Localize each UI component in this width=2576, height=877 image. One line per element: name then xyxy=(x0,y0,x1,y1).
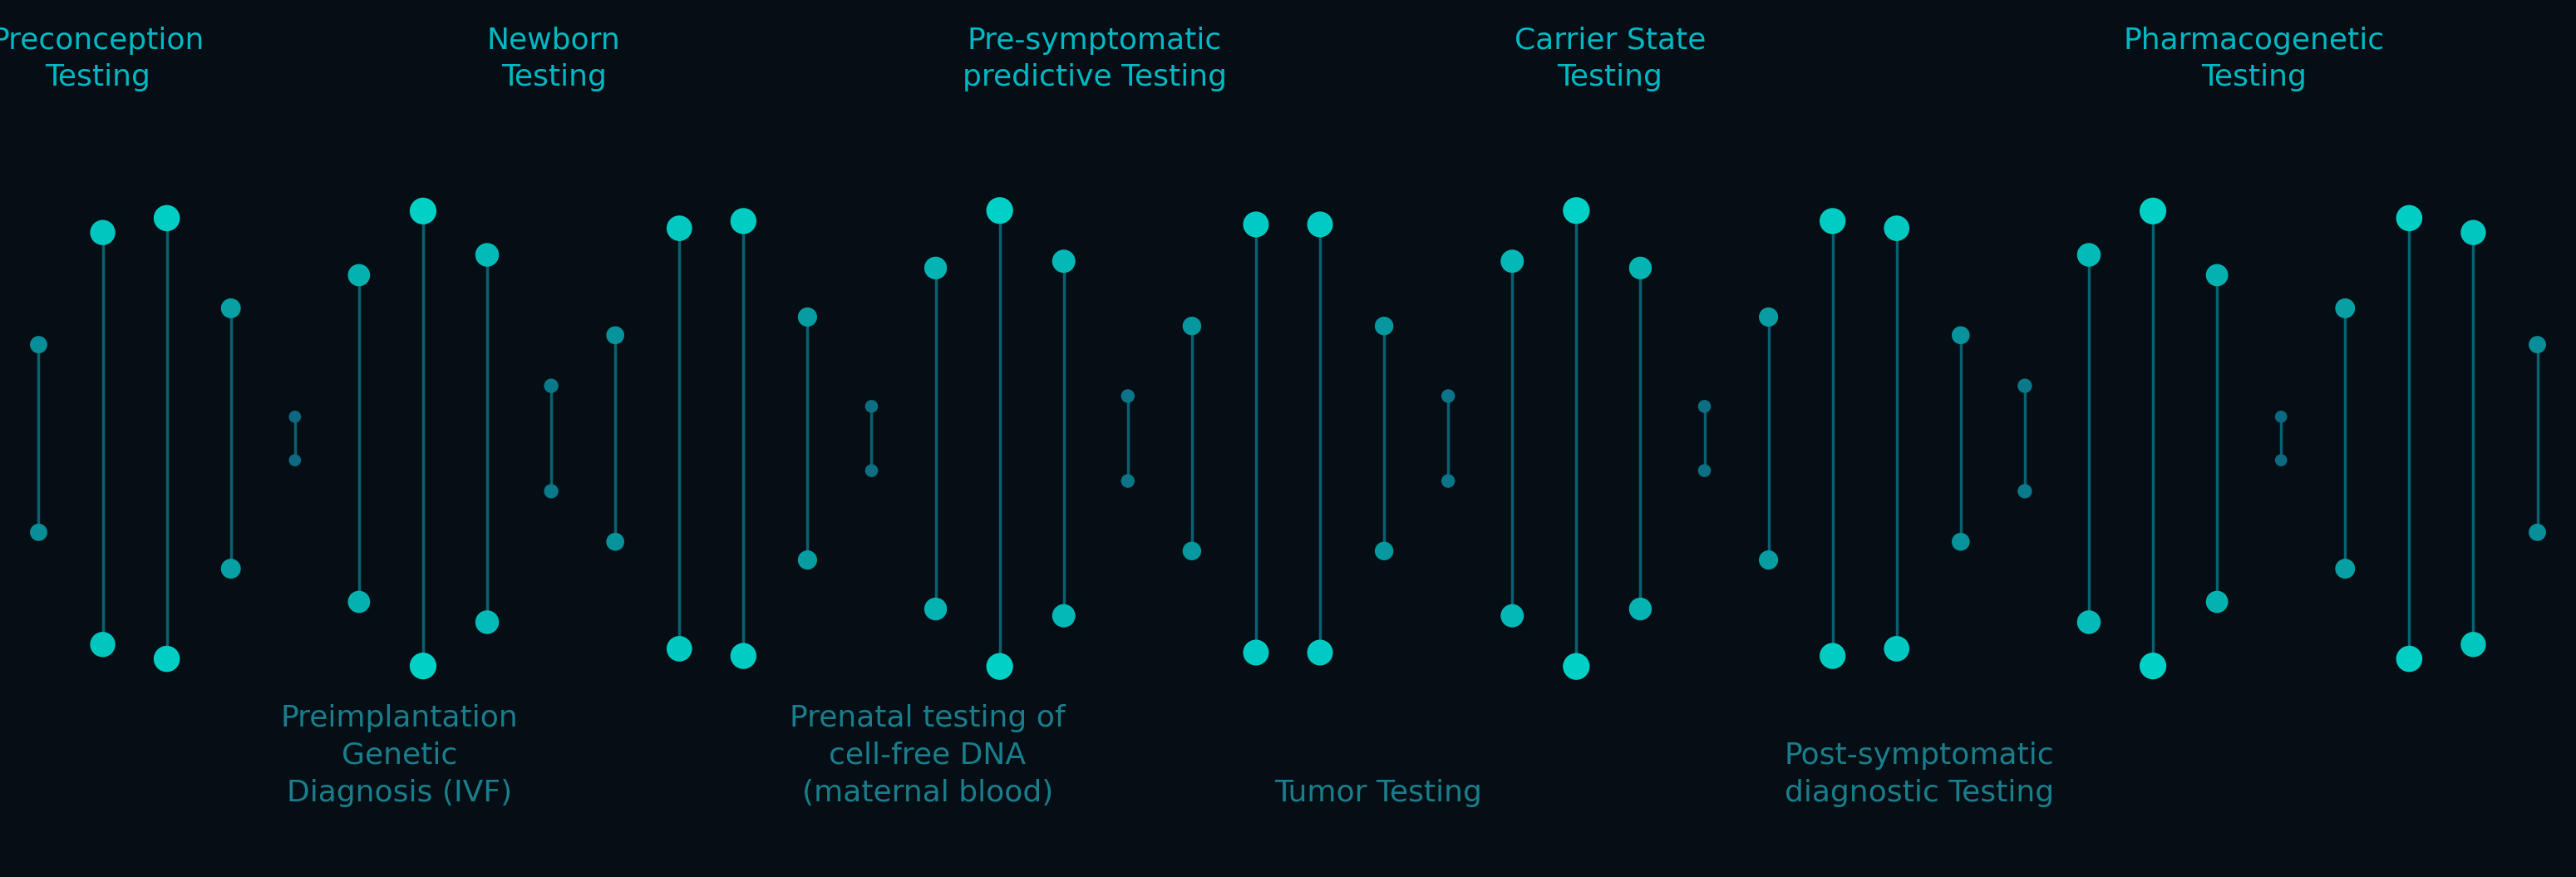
Point xyxy=(914,602,956,616)
Point xyxy=(2517,338,2558,352)
Point xyxy=(2324,561,2365,575)
Point xyxy=(531,484,572,498)
Point xyxy=(1556,203,1597,217)
Point xyxy=(2262,410,2303,424)
Point xyxy=(1108,389,1149,403)
Point xyxy=(1811,214,1852,228)
Point xyxy=(402,204,443,218)
Point xyxy=(82,638,124,652)
Point xyxy=(2133,204,2174,218)
Text: Pharmacogenetic
Testing: Pharmacogenetic Testing xyxy=(2123,26,2385,92)
Point xyxy=(1556,660,1597,674)
Point xyxy=(211,561,252,575)
Point xyxy=(18,338,59,352)
Point xyxy=(147,211,188,225)
Point xyxy=(979,203,1020,217)
Point xyxy=(273,410,314,424)
Point xyxy=(1172,319,1213,333)
Point xyxy=(1108,474,1149,488)
Point xyxy=(659,642,701,656)
Point xyxy=(1749,310,1790,324)
Point xyxy=(2069,615,2110,629)
Point xyxy=(1427,389,1468,403)
Point xyxy=(82,225,124,239)
Point xyxy=(786,310,827,324)
Point xyxy=(1875,221,1917,235)
Text: Carrier State
Testing: Carrier State Testing xyxy=(1515,26,1705,92)
Point xyxy=(2004,379,2045,393)
Point xyxy=(2517,525,2558,539)
Point xyxy=(914,261,956,275)
Point xyxy=(724,214,765,228)
Point xyxy=(1875,642,1917,656)
Point xyxy=(1298,217,1340,232)
Point xyxy=(337,595,379,609)
Point xyxy=(1236,645,1278,660)
Point xyxy=(786,553,827,567)
Point xyxy=(1811,649,1852,663)
Point xyxy=(724,649,765,663)
Point xyxy=(595,328,636,342)
Point xyxy=(979,660,1020,674)
Text: Newborn
Testing: Newborn Testing xyxy=(487,26,621,92)
Point xyxy=(595,535,636,549)
Point xyxy=(337,268,379,282)
Point xyxy=(2324,302,2365,316)
Point xyxy=(1749,553,1790,567)
Point xyxy=(402,659,443,673)
Point xyxy=(1043,254,1084,268)
Point xyxy=(850,399,891,413)
Point xyxy=(2004,484,2045,498)
Point xyxy=(1298,645,1340,660)
Point xyxy=(1685,464,1726,478)
Point xyxy=(18,525,59,539)
Point xyxy=(1043,609,1084,623)
Point xyxy=(1236,217,1278,232)
Text: Preconception
Testing: Preconception Testing xyxy=(0,26,204,92)
Point xyxy=(1685,399,1726,413)
Point xyxy=(273,453,314,467)
Text: Preimplantation
Genetic
Diagnosis (IVF): Preimplantation Genetic Diagnosis (IVF) xyxy=(281,704,518,807)
Point xyxy=(2388,211,2429,225)
Point xyxy=(1940,328,1981,342)
Point xyxy=(466,615,507,629)
Text: Pre-symptomatic
predictive Testing: Pre-symptomatic predictive Testing xyxy=(963,26,1226,92)
Point xyxy=(1940,535,1981,549)
Text: Post-symptomatic
diagnostic Testing: Post-symptomatic diagnostic Testing xyxy=(1785,741,2053,807)
Point xyxy=(2388,652,2429,666)
Point xyxy=(2262,453,2303,467)
Point xyxy=(1363,544,1404,558)
Point xyxy=(2452,225,2494,239)
Point xyxy=(1620,261,1662,275)
Point xyxy=(1363,319,1404,333)
Point xyxy=(466,248,507,262)
Point xyxy=(850,464,891,478)
Text: Prenatal testing of
cell-free DNA
(maternal blood): Prenatal testing of cell-free DNA (mater… xyxy=(788,704,1066,807)
Point xyxy=(659,221,701,235)
Point xyxy=(211,302,252,316)
Point xyxy=(1172,544,1213,558)
Point xyxy=(2452,638,2494,652)
Point xyxy=(2197,268,2239,282)
Text: Tumor Testing: Tumor Testing xyxy=(1275,779,1481,807)
Point xyxy=(1427,474,1468,488)
Point xyxy=(531,379,572,393)
Point xyxy=(1620,602,1662,616)
Point xyxy=(2133,659,2174,673)
Point xyxy=(147,652,188,666)
Point xyxy=(2069,248,2110,262)
Point xyxy=(1492,609,1533,623)
Point xyxy=(2197,595,2239,609)
Point xyxy=(1492,254,1533,268)
